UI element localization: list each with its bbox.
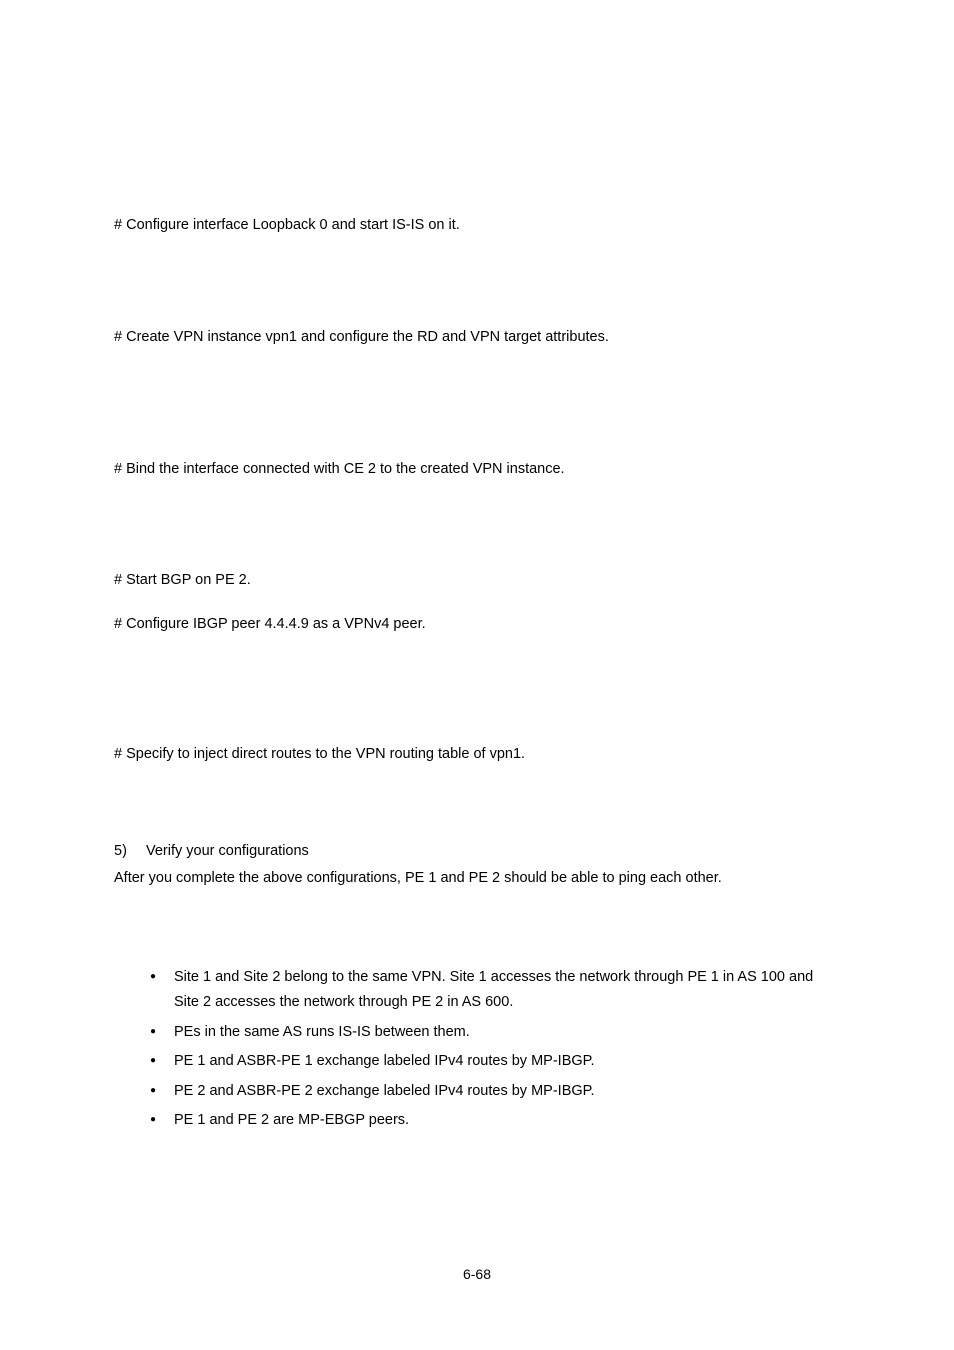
list-item-text: Site 1 and Site 2 belong to the same VPN… [174,965,840,1016]
bullet-icon: ● [150,1049,174,1073]
bullet-icon: ● [150,1079,174,1103]
bullet-icon: ● [150,965,174,989]
spacer [114,592,840,614]
bullet-icon: ● [150,1108,174,1132]
spacer [114,125,840,215]
list-item: ● PE 1 and ASBR-PE 1 exchange labeled IP… [150,1049,840,1074]
spacer [114,766,840,841]
paragraph: # Create VPN instance vpn1 and configure… [114,327,840,349]
bullet-icon: ● [150,1020,174,1044]
spacer [114,636,840,744]
paragraph: # Configure interface Loopback 0 and sta… [114,215,840,237]
step-number: 5) [114,841,146,863]
page-number: 6-68 [0,1266,954,1282]
list-item-text: PE 1 and PE 2 are MP-EBGP peers. [174,1108,840,1133]
spacer [114,480,840,570]
list-item: ● PE 2 and ASBR-PE 2 exchange labeled IP… [150,1079,840,1104]
step-heading: 5) Verify your configurations [114,841,840,863]
list-item: ● PE 1 and PE 2 are MP-EBGP peers. [150,1108,840,1133]
page-content: # Configure interface Loopback 0 and sta… [0,0,954,1133]
spacer [114,890,840,965]
list-item: ● PEs in the same AS runs IS-IS between … [150,1020,840,1045]
spacer [114,237,840,327]
paragraph: After you complete the above configurati… [114,868,840,890]
list-item-text: PEs in the same AS runs IS-IS between th… [174,1020,840,1045]
spacer [114,349,840,459]
list-item-text: PE 2 and ASBR-PE 2 exchange labeled IPv4… [174,1079,840,1104]
paragraph: # Specify to inject direct routes to the… [114,744,840,766]
bullet-list: ● Site 1 and Site 2 belong to the same V… [114,965,840,1133]
paragraph: # Start BGP on PE 2. [114,570,840,592]
step-title: Verify your configurations [146,841,309,863]
paragraph: # Configure IBGP peer 4.4.4.9 as a VPNv4… [114,614,840,636]
paragraph: # Bind the interface connected with CE 2… [114,459,840,481]
list-item-text: PE 1 and ASBR-PE 1 exchange labeled IPv4… [174,1049,840,1074]
list-item: ● Site 1 and Site 2 belong to the same V… [150,965,840,1016]
